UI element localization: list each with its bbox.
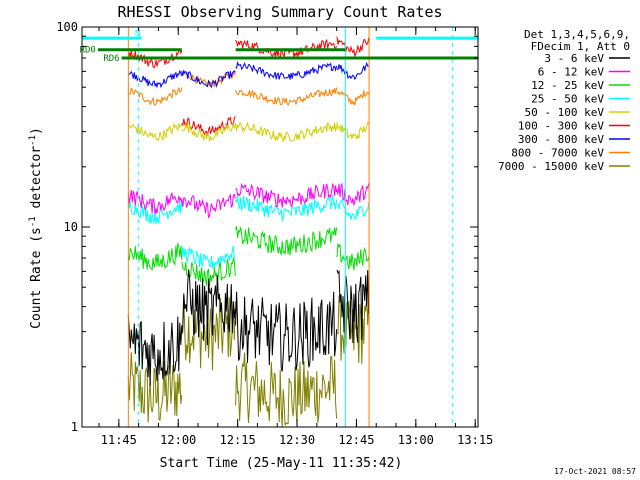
series-9-segment-3 (235, 352, 338, 428)
series-2-segment-2 (181, 193, 236, 219)
x-tick-label: 12:45 (338, 433, 374, 447)
x-tick-label: 13:15 (457, 433, 493, 447)
series-1-segment-4 (336, 269, 370, 344)
legend-label-4: 25 - 50 keV (531, 93, 604, 106)
legend-label-3: 12 - 25 keV (531, 79, 604, 92)
series-4-segment-3 (235, 194, 338, 223)
x-tick-label: 12:15 (220, 433, 256, 447)
series-9-segment-2 (181, 295, 236, 371)
plot-frame (81, 26, 479, 428)
series-4 (127, 194, 370, 269)
axes (81, 26, 479, 428)
series-9 (127, 293, 370, 428)
x-tick-label: 12:30 (279, 433, 315, 447)
legend-header-2: FDecim 1, Att 0 (531, 40, 630, 53)
series-8-segment-3 (235, 87, 338, 107)
series-7-segment-1 (127, 69, 183, 89)
series-4-segment-4 (336, 199, 370, 221)
series-3 (127, 226, 370, 286)
legend-label-8: 800 - 7000 keV (511, 147, 604, 160)
series-3-segment-4 (336, 243, 370, 271)
series-9-segment-4 (336, 293, 370, 365)
status-flags: N RD0 RD6 (80, 29, 478, 64)
timestamp: 17-Oct-2021 08:57 (554, 467, 636, 476)
series-2-segment-3 (235, 182, 338, 208)
series-5-segment-1 (127, 122, 182, 142)
legend-label-2: 6 - 12 keV (538, 66, 605, 79)
series-1-segment-2 (181, 269, 236, 346)
x-axis-label: Start Time (25-May-11 11:35:42) (160, 456, 403, 471)
series-2-segment-4 (336, 182, 370, 206)
series-4-segment-2 (181, 245, 236, 269)
series-3-segment-3 (235, 226, 338, 256)
legend-label-7: 300 - 800 keV (518, 133, 604, 146)
series-9-segment-1 (127, 352, 183, 423)
y-tick-label: 100 (56, 20, 78, 34)
series-6-segment-4 (336, 36, 370, 58)
flag-label-5: RD6 (103, 54, 119, 64)
series-2 (127, 182, 370, 219)
plot-area (127, 27, 453, 428)
series-1-segment-3 (235, 291, 338, 372)
series-2-segment-1 (127, 189, 183, 214)
series-5-segment-3 (235, 121, 338, 142)
legend-header-1: Det 1,3,4,5,6,9, (524, 28, 630, 41)
x-tick-label: 11:45 (101, 433, 137, 447)
series-1 (127, 269, 370, 386)
series-8-segment-1 (128, 86, 183, 107)
series-3-segment-2 (181, 256, 236, 286)
y-tick-label: 1 (71, 420, 78, 434)
legend-label-1: 3 - 6 keV (544, 52, 604, 65)
series-7-segment-4 (336, 61, 369, 80)
series-8 (128, 70, 370, 107)
y-axis-label: Count Rate (s-1 detector-1) (28, 127, 44, 329)
x-tick-label: 12:00 (160, 433, 196, 447)
flag-label-1: N (135, 29, 140, 39)
legend-label-5: 50 - 100 keV (525, 106, 605, 119)
chart-title: RHESSI Observing Summary Count Rates (117, 3, 442, 21)
x-tick-label: 13:00 (398, 433, 434, 447)
series-5 (127, 121, 370, 142)
y-tick-label: 10 (64, 220, 78, 234)
legend-label-6: 100 - 300 keV (518, 120, 604, 133)
series-7-segment-3 (235, 60, 338, 80)
series-5-segment-4 (336, 121, 370, 140)
series-6 (127, 36, 370, 136)
legend-label-9: 7000 - 15000 keV (498, 160, 604, 173)
series-5-segment-2 (181, 122, 236, 142)
series-7-segment-2 (181, 69, 236, 89)
series-8-segment-4 (336, 90, 370, 106)
series-7 (127, 60, 369, 89)
tick-labels: 1 10 100 11:45 12:00 12:15 12:30 12:45 13:00 13:1… (56, 20, 493, 447)
series-1-segment-1 (127, 315, 183, 386)
series-3-segment-1 (127, 241, 183, 271)
flag-label-3: RD0 (80, 46, 96, 56)
legend: Det 1,3,4,5,6,9,FDecim 1, Att 03 - 6 keV… (498, 28, 630, 173)
